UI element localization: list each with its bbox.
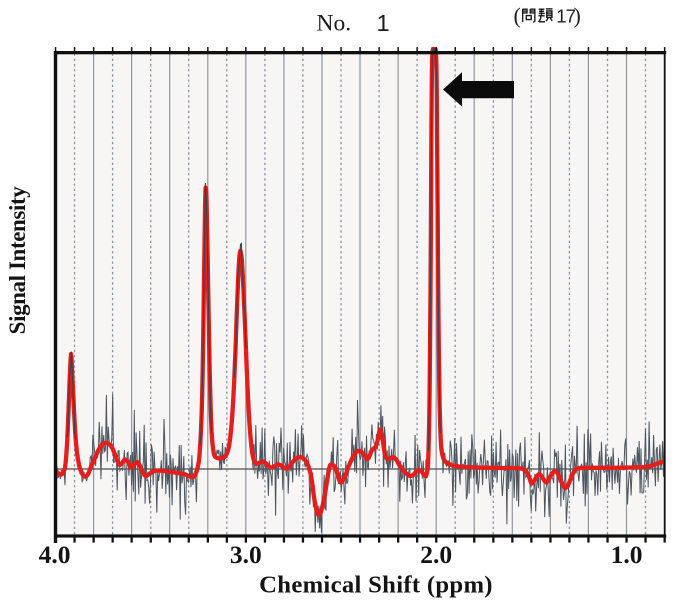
svg-text:No.: No. [317, 11, 352, 37]
svg-text:): ) [574, 3, 581, 28]
svg-text:3.0: 3.0 [230, 540, 262, 569]
svg-text:2.0: 2.0 [420, 540, 452, 569]
svg-text:Signal Intensity: Signal Intensity [5, 186, 30, 335]
svg-text:Chemical Shift (ppm): Chemical Shift (ppm) [259, 572, 493, 599]
svg-text:17: 17 [556, 5, 575, 26]
svg-text:(: ( [514, 3, 521, 28]
svg-text:1: 1 [377, 10, 390, 36]
svg-text:4.0: 4.0 [39, 540, 71, 569]
svg-text:1.0: 1.0 [611, 540, 643, 569]
